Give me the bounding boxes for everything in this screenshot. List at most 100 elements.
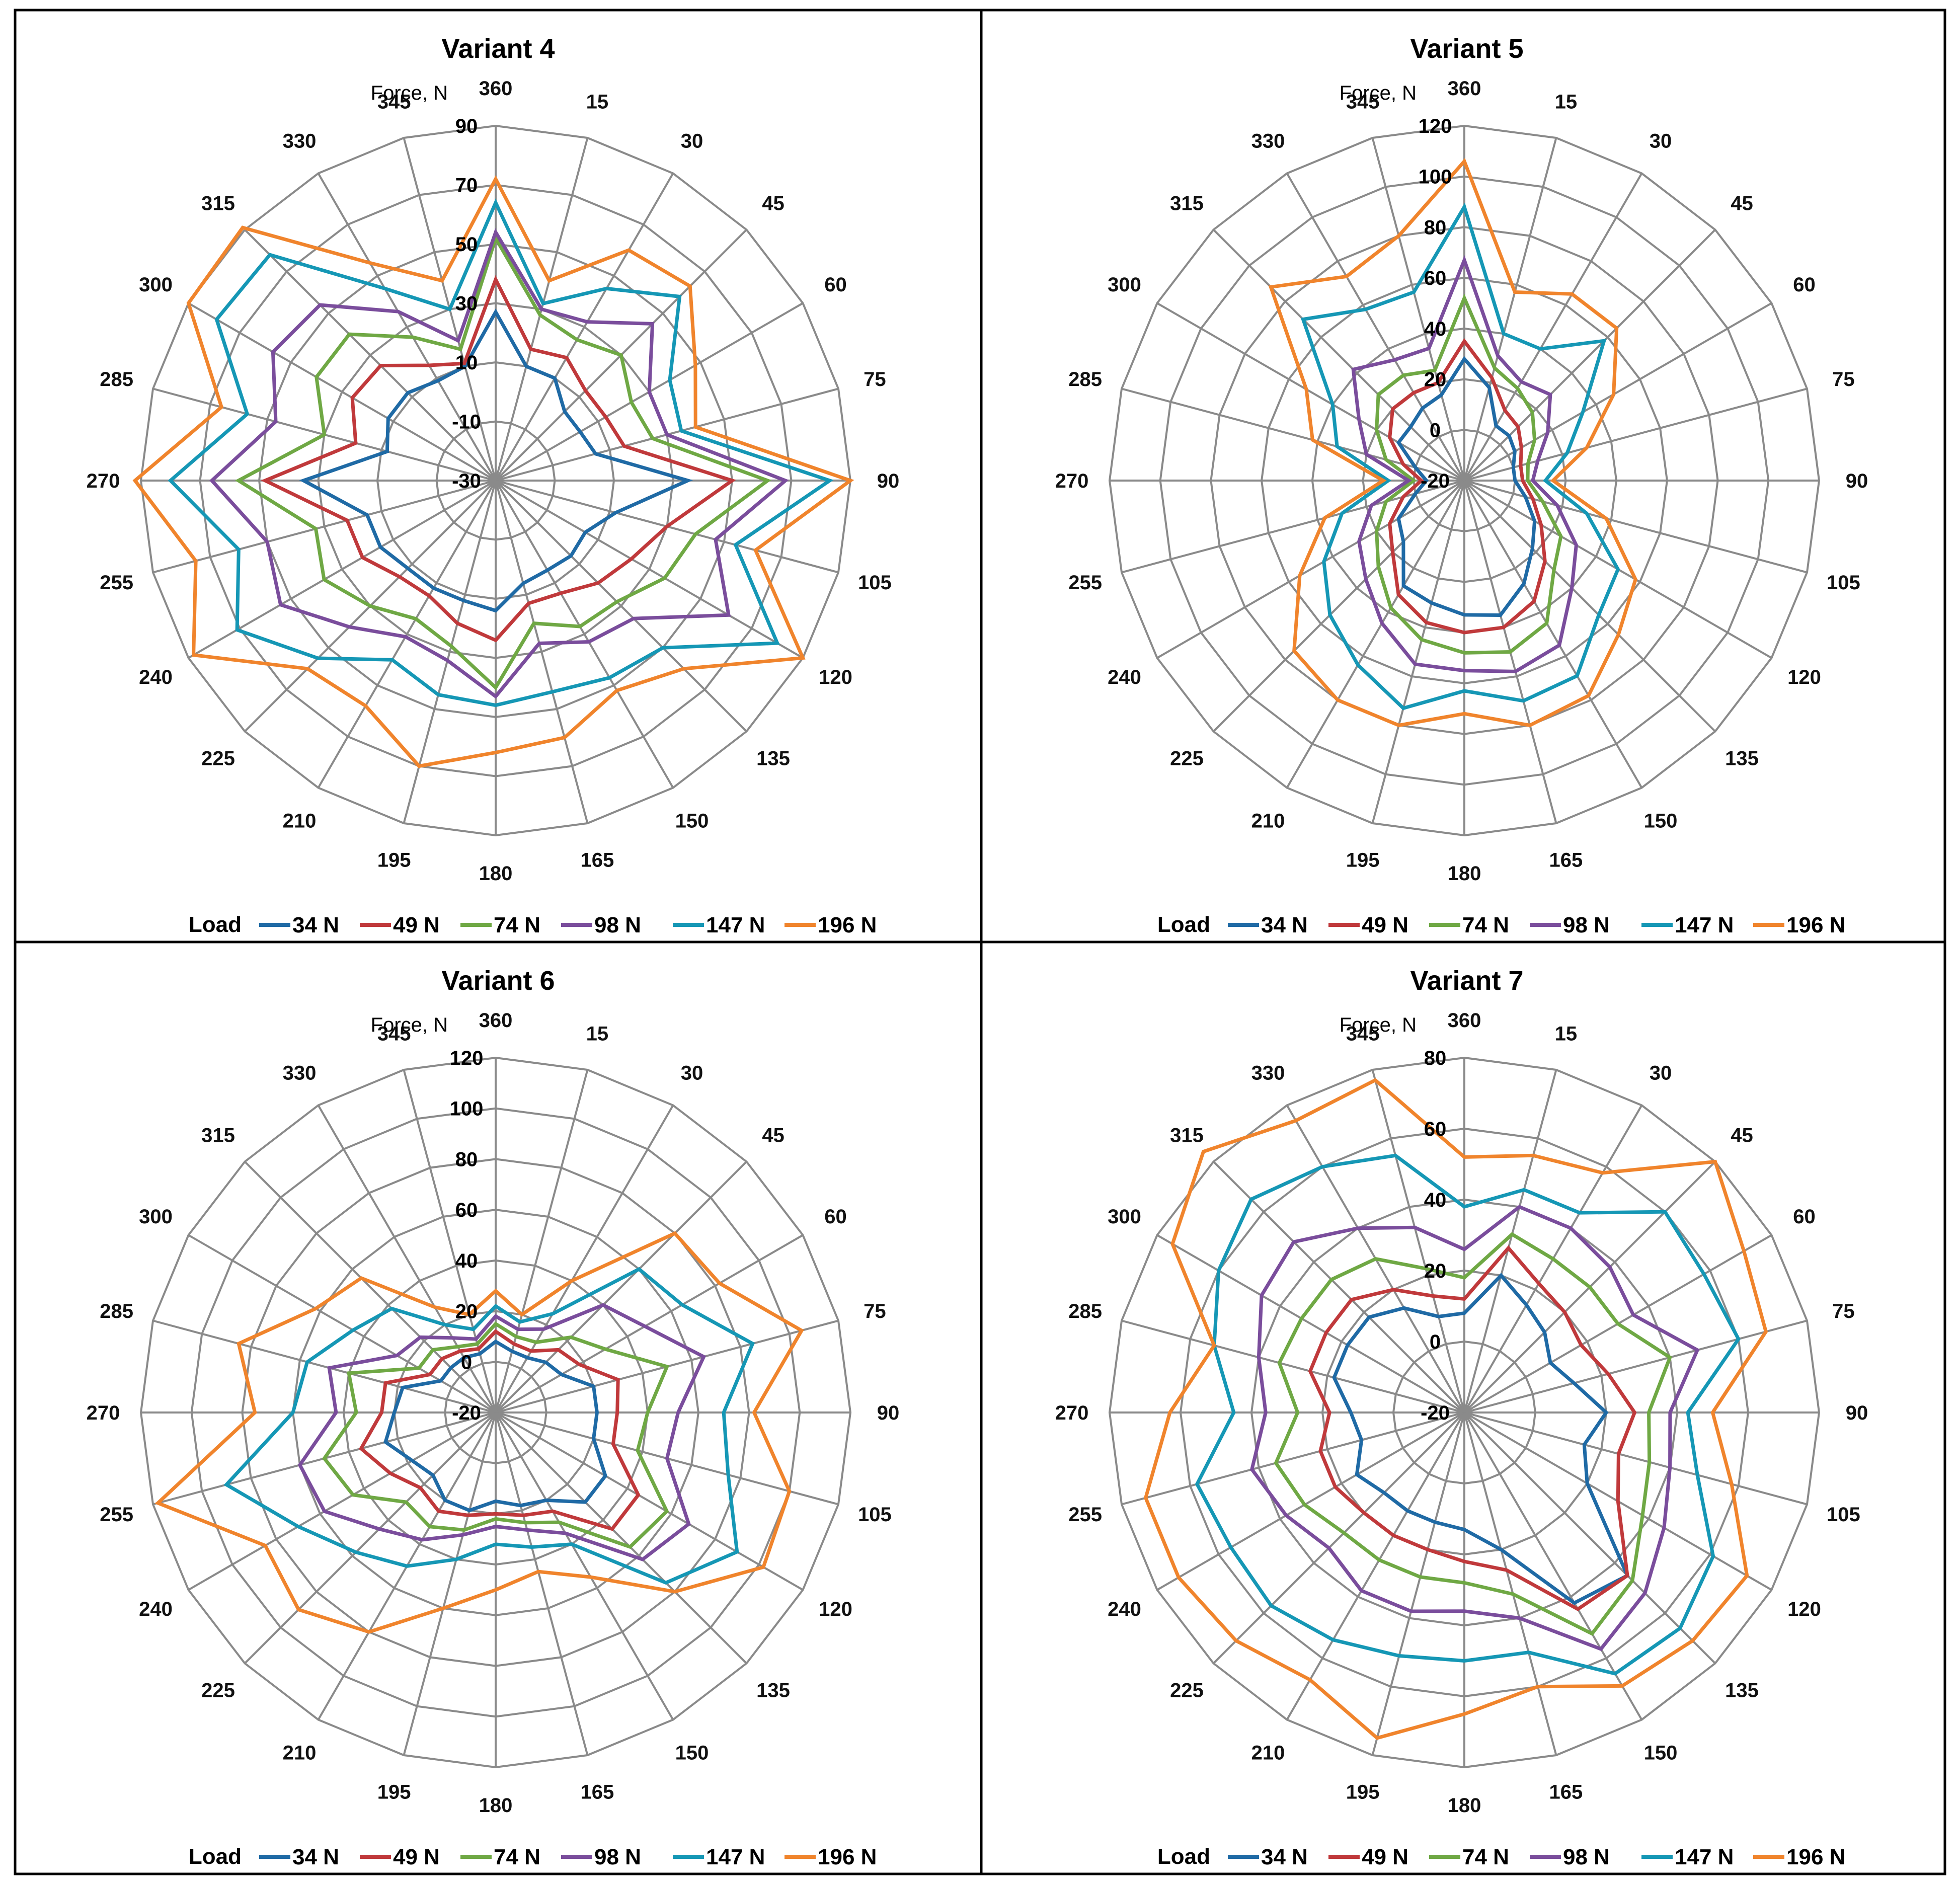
series-line-49-n xyxy=(1388,338,1547,635)
angle-label: 135 xyxy=(1725,748,1759,770)
chart-title: Variant 4 xyxy=(441,34,555,64)
legend-label: 49 N xyxy=(393,1845,440,1869)
radial-tick-label: 20 xyxy=(1424,369,1447,391)
angle-label: 225 xyxy=(1170,1680,1204,1702)
series-line-34-n xyxy=(299,308,693,613)
angle-label: 285 xyxy=(100,1300,133,1322)
grid-spoke xyxy=(403,1412,497,1756)
grid-spoke xyxy=(317,1105,497,1414)
angle-label: 330 xyxy=(1251,1062,1285,1084)
grid-spoke xyxy=(1463,1411,1643,1720)
radial-tick-label: 0 xyxy=(1430,1331,1441,1353)
angle-label: 240 xyxy=(1108,666,1141,688)
legend: Load 34 N 49 N 74 N 98 N 147 N 196 N xyxy=(1157,912,1846,937)
legend: Load 34 N 49 N 74 N 98 N 147 N 196 N xyxy=(189,1844,877,1869)
grid-spoke xyxy=(1464,1319,1808,1414)
angle-label: 195 xyxy=(1346,849,1380,871)
series-line-98-n xyxy=(1351,255,1578,673)
radar-grid xyxy=(139,1056,852,1769)
legend-label: 147 N xyxy=(1675,1845,1734,1869)
legend-label: 196 N xyxy=(1786,1845,1845,1869)
radial-tick-label: 40 xyxy=(1424,318,1447,340)
radial-tick-label: 70 xyxy=(455,175,478,197)
angle-label: 270 xyxy=(87,1402,120,1424)
angle-label: 120 xyxy=(819,1598,852,1620)
angle-label: 360 xyxy=(1448,77,1481,100)
radial-tick-label: 100 xyxy=(1419,166,1452,188)
grid-spoke xyxy=(244,1161,497,1414)
radial-tick-label: 60 xyxy=(1424,1118,1447,1140)
grid-spoke xyxy=(1213,1161,1465,1414)
angle-label: 210 xyxy=(283,1742,317,1764)
grid-spoke xyxy=(495,173,674,482)
angle-labels: 360 15 30 45 60 75 90 105 120 135 150 165 180 195 210 2… xyxy=(87,1009,900,1817)
legend-label: 49 N xyxy=(1362,913,1408,937)
radar-chart-variant-4: Variant 4 360 15 30 45 60 75 90 105 120 135 150 165… xyxy=(87,34,900,937)
grid-spoke xyxy=(1463,480,1716,732)
angle-label: 165 xyxy=(1549,1781,1583,1803)
grid-spoke xyxy=(1121,1411,1465,1506)
angle-labels: 360 15 30 45 60 75 90 105 120 135 150 165 180 195 210 2… xyxy=(1055,1009,1868,1817)
angle-label: 270 xyxy=(1055,470,1089,492)
angle-label: 360 xyxy=(1448,1009,1481,1032)
angle-label: 180 xyxy=(1448,1794,1481,1817)
radial-tick-label: 60 xyxy=(1424,267,1447,289)
series-line-49-n xyxy=(1308,1245,1637,1611)
legend-label: 49 N xyxy=(393,913,440,937)
legend-label: 34 N xyxy=(292,1845,339,1869)
angle-label: 150 xyxy=(675,810,709,832)
legend: Load 34 N 49 N 74 N 98 N 147 N 196 N xyxy=(1157,1844,1846,1869)
grid-spoke xyxy=(495,480,804,659)
angle-label: 150 xyxy=(1644,1742,1678,1764)
radial-tick-labels: -20 0 20 40 60 80 100 120 xyxy=(450,1047,484,1424)
radial-tick-label: 60 xyxy=(455,1199,478,1221)
angle-label: 210 xyxy=(1251,810,1285,832)
series-line-98-n xyxy=(1250,1205,1700,1652)
grid-spoke xyxy=(244,1411,497,1664)
radial-tick-label: -20 xyxy=(452,1402,481,1424)
angle-label: 30 xyxy=(1650,130,1672,152)
chart-title: Variant 5 xyxy=(1410,34,1523,64)
angle-label: 135 xyxy=(756,748,790,770)
angle-label: 285 xyxy=(1068,368,1102,390)
angle-label: 45 xyxy=(1731,193,1753,215)
angle-label: 90 xyxy=(1846,1402,1868,1424)
radial-tick-label: 80 xyxy=(1424,1047,1447,1069)
grid-spoke xyxy=(1371,480,1465,824)
angle-label: 60 xyxy=(1793,1206,1816,1228)
grid-spoke xyxy=(1463,173,1643,482)
angle-label: 195 xyxy=(1346,1781,1380,1803)
angle-label: 225 xyxy=(1170,748,1204,770)
grid-spoke xyxy=(1121,387,1465,482)
radial-tick-label: -10 xyxy=(452,411,481,433)
grid-spoke xyxy=(495,1411,804,1591)
grid-spoke xyxy=(1463,1069,1557,1413)
grid-spoke xyxy=(495,1161,747,1414)
angle-label: 300 xyxy=(139,274,173,296)
angle-label: 360 xyxy=(479,1009,513,1032)
series-line-147-n xyxy=(1300,202,1620,711)
angle-label: 300 xyxy=(1108,1206,1141,1228)
grid-spoke xyxy=(1121,480,1465,574)
grid-spoke xyxy=(1463,229,1716,482)
grid-spoke xyxy=(1463,1411,1716,1664)
angle-label: 255 xyxy=(100,572,133,594)
angle-label: 195 xyxy=(377,849,411,871)
series-line-147-n xyxy=(1195,1153,1741,1676)
series-line-34-n xyxy=(1332,1273,1630,1605)
angle-label: 225 xyxy=(201,1680,235,1702)
series-line-196-n xyxy=(154,1231,804,1634)
radial-tick-label: 30 xyxy=(455,293,478,315)
angle-label: 165 xyxy=(581,849,614,871)
angle-label: 255 xyxy=(1068,1504,1102,1526)
angle-label: 120 xyxy=(1787,666,1821,688)
grid-spoke xyxy=(188,302,497,482)
legend-label: 196 N xyxy=(818,913,877,937)
angle-label: 345 xyxy=(1346,1023,1380,1045)
radar-chart-variant-6: Variant 6 360 15 30 45 60 75 90 105 120 135 150 165… xyxy=(87,966,900,1869)
legend-label: 196 N xyxy=(818,1845,877,1869)
grid-spoke xyxy=(244,229,497,482)
series-line-49-n xyxy=(261,275,736,643)
radial-tick-label: 50 xyxy=(455,233,478,256)
grid-spoke xyxy=(1213,1411,1465,1664)
